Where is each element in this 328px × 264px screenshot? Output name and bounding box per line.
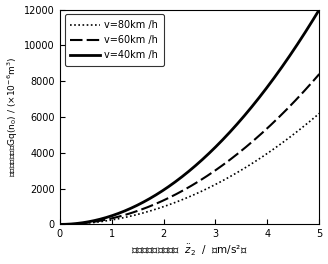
v=80km /h xyxy=(271,148,275,152)
v=80km /h xyxy=(198,190,202,194)
v=80km /h xyxy=(183,197,187,200)
v=40km /h xyxy=(198,160,202,163)
Line: v=40km /h: v=40km /h xyxy=(60,10,319,224)
v=60km /h xyxy=(311,79,315,83)
X-axis label: 车身垂直振动加速度  $\ddot{z}_2$  /  （m/s²）: 车身垂直振动加速度 $\ddot{z}_2$ / （m/s²） xyxy=(131,243,248,258)
v=60km /h xyxy=(198,179,202,182)
v=60km /h xyxy=(183,188,187,191)
v=60km /h xyxy=(318,72,321,76)
v=60km /h xyxy=(181,189,185,192)
v=80km /h xyxy=(212,183,216,187)
v=40km /h xyxy=(183,173,187,176)
v=40km /h xyxy=(318,8,321,11)
v=40km /h xyxy=(311,18,315,21)
v=80km /h xyxy=(318,112,321,115)
v=80km /h xyxy=(58,223,62,226)
v=60km /h xyxy=(212,169,216,173)
Line: v=60km /h: v=60km /h xyxy=(60,74,319,224)
v=80km /h xyxy=(311,117,315,120)
Y-axis label: 路面功率谱密度Gq(n$_0$) / (×10$^{-6}$m$^3$): 路面功率谱密度Gq(n$_0$) / (×10$^{-6}$m$^3$) xyxy=(6,57,20,177)
Line: v=80km /h: v=80km /h xyxy=(60,114,319,224)
v=60km /h xyxy=(271,122,275,125)
v=40km /h xyxy=(58,223,62,226)
Legend: v=80km /h, v=60km /h, v=40km /h: v=80km /h, v=60km /h, v=40km /h xyxy=(65,15,164,66)
v=40km /h xyxy=(212,147,216,150)
v=40km /h xyxy=(271,78,275,82)
v=60km /h xyxy=(58,223,62,226)
v=80km /h xyxy=(181,198,185,201)
v=40km /h xyxy=(181,174,185,177)
